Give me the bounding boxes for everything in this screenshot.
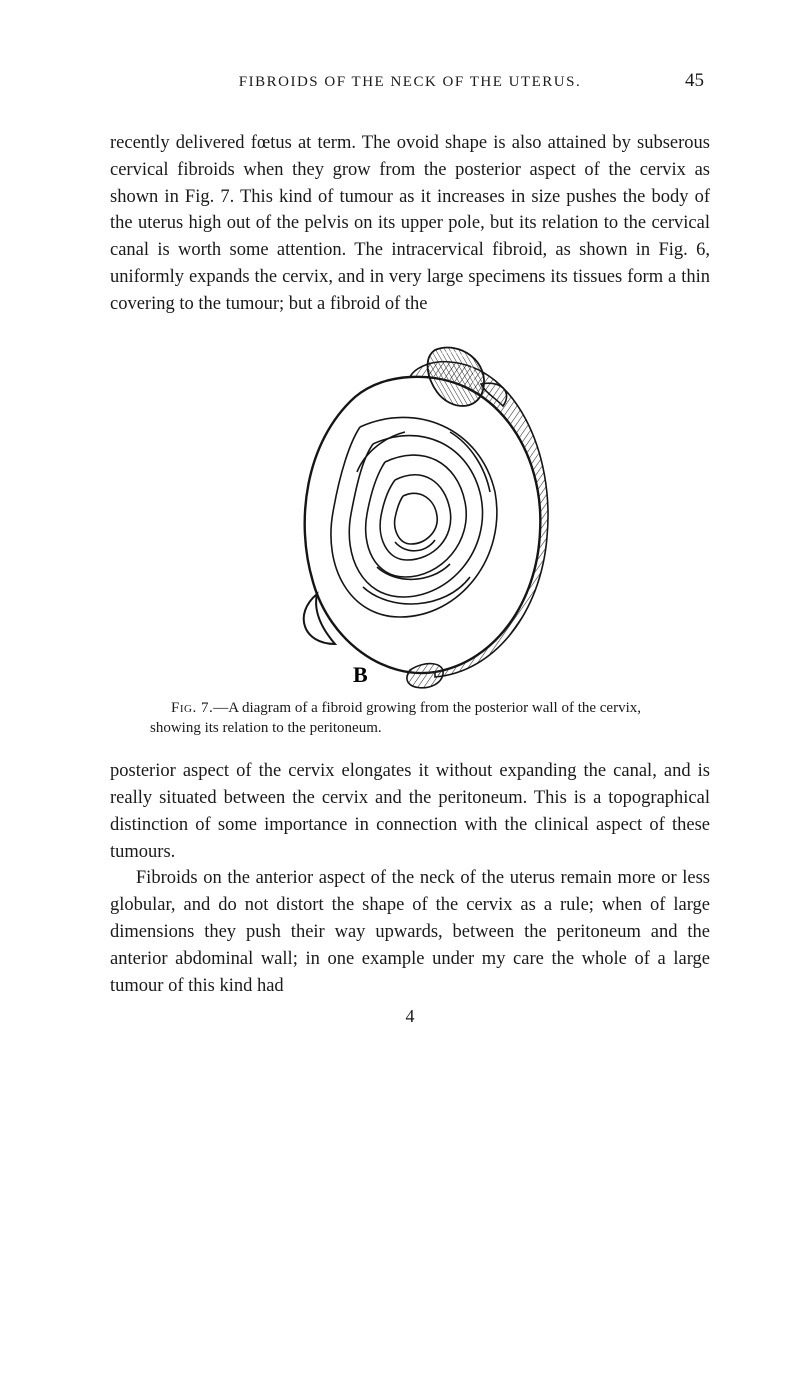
paragraph-3: Fibroids on the anterior aspect of the n… <box>110 865 710 999</box>
running-head: FIBROIDS OF THE NECK OF THE UTERUS. 45 <box>110 70 710 92</box>
figure-caption-rest: —A diagram of a fibroid growing from the… <box>150 700 641 736</box>
page: FIBROIDS OF THE NECK OF THE UTERUS. 45 r… <box>0 0 800 1378</box>
body-text-block-1: recently delivered fœtus at term. The ov… <box>110 130 710 318</box>
paragraph-1: recently delivered fœtus at term. The ov… <box>110 130 710 318</box>
signature-mark: 4 <box>110 1006 710 1027</box>
running-title: FIBROIDS OF THE NECK OF THE UTERUS. <box>156 74 664 91</box>
paragraph-2: posterior aspect of the cervix elongates… <box>110 758 710 865</box>
figure-label-B: B <box>353 662 368 687</box>
figure-7-caption: Fig. 7.—A diagram of a fibroid growing f… <box>150 698 670 739</box>
figure-caption-lead: Fig. 7. <box>171 700 213 716</box>
page-number: 45 <box>664 70 704 92</box>
figure-7-diagram: B <box>245 332 575 692</box>
body-text-block-2: posterior aspect of the cervix elongates… <box>110 758 710 999</box>
figure-7: B Fig. 7.—A diagram of a fibroid growing… <box>110 332 710 739</box>
